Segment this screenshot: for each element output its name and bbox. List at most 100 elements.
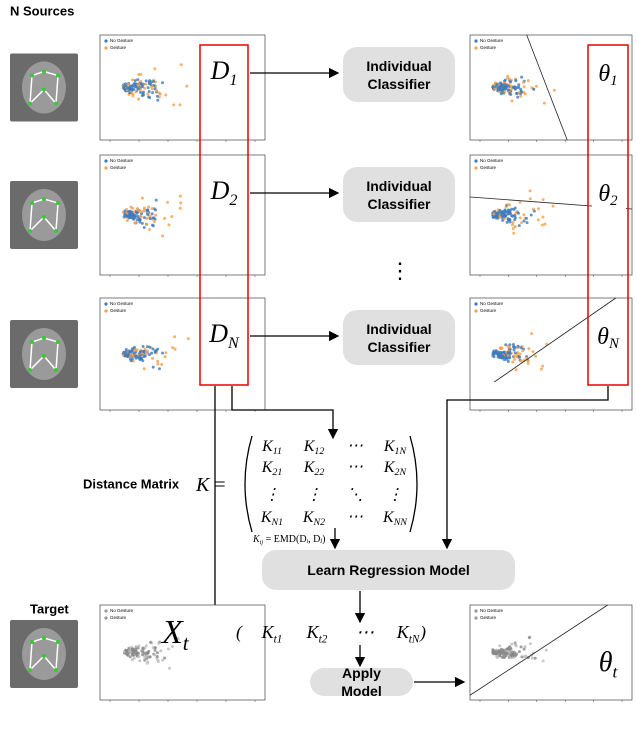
scatter-point	[512, 348, 515, 351]
scatter-point	[518, 356, 521, 359]
scatter-point	[520, 221, 523, 224]
scatter-point	[134, 652, 137, 655]
connector	[215, 386, 234, 632]
scatter-point	[501, 219, 504, 222]
scatter-point	[517, 212, 520, 215]
scatter-point	[493, 88, 496, 91]
classifier-text: Individual Classifier	[343, 47, 455, 102]
scatter-point	[133, 346, 136, 349]
scatter-point	[147, 86, 150, 89]
scatter-point	[510, 208, 513, 211]
scatter-point	[529, 642, 532, 645]
legend-text: No Gesture	[110, 301, 134, 306]
photo-joint	[28, 668, 32, 672]
photo-joint	[42, 636, 46, 640]
scatter-point	[508, 346, 511, 349]
scatter-point	[159, 93, 162, 96]
scatter-point	[499, 85, 502, 88]
scatter-point	[149, 217, 152, 220]
math-sub: NN	[393, 517, 409, 528]
scatter-point	[154, 214, 157, 217]
scatter-point	[498, 209, 501, 212]
scatter-point	[147, 650, 150, 653]
scatter-point	[541, 365, 544, 368]
regression-text: Learn Regression Model	[262, 550, 515, 590]
photo-joint	[56, 201, 60, 205]
matrix-entry: KNN	[382, 509, 408, 528]
vector-entry: Kt1	[261, 622, 283, 645]
classifier: Individual Classifier	[343, 167, 455, 222]
scatter-point	[180, 63, 183, 66]
scatter-point	[519, 95, 522, 98]
math-sub: 1	[229, 72, 237, 89]
scatter-point	[161, 81, 164, 84]
scatter-point	[506, 75, 509, 78]
scatter-point	[148, 96, 151, 99]
legend-text: Gesture	[110, 615, 127, 620]
legend-text: Gesture	[480, 615, 497, 620]
scatter-point	[518, 91, 521, 94]
scatter-point	[134, 79, 137, 82]
scatter-point	[151, 87, 154, 90]
scatter-point	[143, 367, 146, 370]
math-sub: N1	[271, 517, 284, 528]
legend-marker	[104, 46, 107, 49]
photo-joint	[30, 340, 34, 344]
scatter-point	[135, 212, 138, 215]
scatter-point	[124, 351, 127, 354]
apply-model-text: Apply Model	[310, 668, 413, 696]
scatter-point	[151, 207, 154, 210]
scatter-point	[541, 223, 544, 226]
scatter-point	[141, 210, 144, 213]
scatter-point	[513, 345, 516, 348]
paren: (	[236, 622, 243, 643]
legend-text: Gesture	[110, 165, 127, 170]
scatter-point	[500, 346, 503, 349]
scatter-point	[503, 90, 506, 93]
matrix-lhs: K =	[195, 474, 226, 496]
scatter-point	[137, 98, 140, 101]
scatter-point	[187, 337, 190, 340]
scatter-point	[141, 197, 144, 200]
photo-joint	[54, 368, 58, 372]
scatter-point	[137, 644, 140, 647]
scatter-point	[510, 99, 513, 102]
scatter-point	[152, 216, 155, 219]
scatter-point	[519, 201, 522, 204]
scatter-point	[523, 85, 526, 88]
scatter-point	[512, 232, 515, 235]
scatter-point	[151, 224, 154, 227]
paren: )	[419, 622, 426, 643]
scatter-point	[507, 88, 510, 91]
scatter-point	[130, 359, 133, 362]
matrix-paren	[245, 436, 252, 532]
math-base: θ	[598, 61, 610, 87]
matrix-entry: K21	[261, 459, 283, 478]
scatter-point	[510, 84, 513, 87]
scatter-point	[532, 88, 535, 91]
photo-joint	[56, 340, 60, 344]
scatter-point	[537, 218, 540, 221]
scatter-point	[151, 91, 154, 94]
scatter-point	[156, 651, 159, 654]
scatter-point	[153, 67, 156, 70]
scatter-point	[156, 360, 159, 363]
scatter-point	[511, 223, 514, 226]
math-base: θ	[599, 647, 613, 678]
math-rest: = EMD(Dᵢ, Dⱼ)	[263, 534, 325, 545]
scatter-point	[535, 85, 538, 88]
scatter-point	[508, 218, 511, 221]
photo-joint	[42, 215, 46, 219]
legend-marker	[474, 609, 477, 612]
scatter-point	[132, 88, 135, 91]
scatter-point	[172, 103, 175, 106]
scatter-point	[509, 648, 512, 651]
photo-joint	[42, 354, 46, 358]
matrix-entry: ⋮	[306, 487, 322, 504]
scatter-point	[509, 654, 512, 657]
photo-joint	[56, 640, 60, 644]
scatter-point	[520, 76, 523, 79]
photo-joint	[42, 197, 46, 201]
math-base: θ	[598, 181, 610, 207]
scatter-point	[519, 216, 522, 219]
